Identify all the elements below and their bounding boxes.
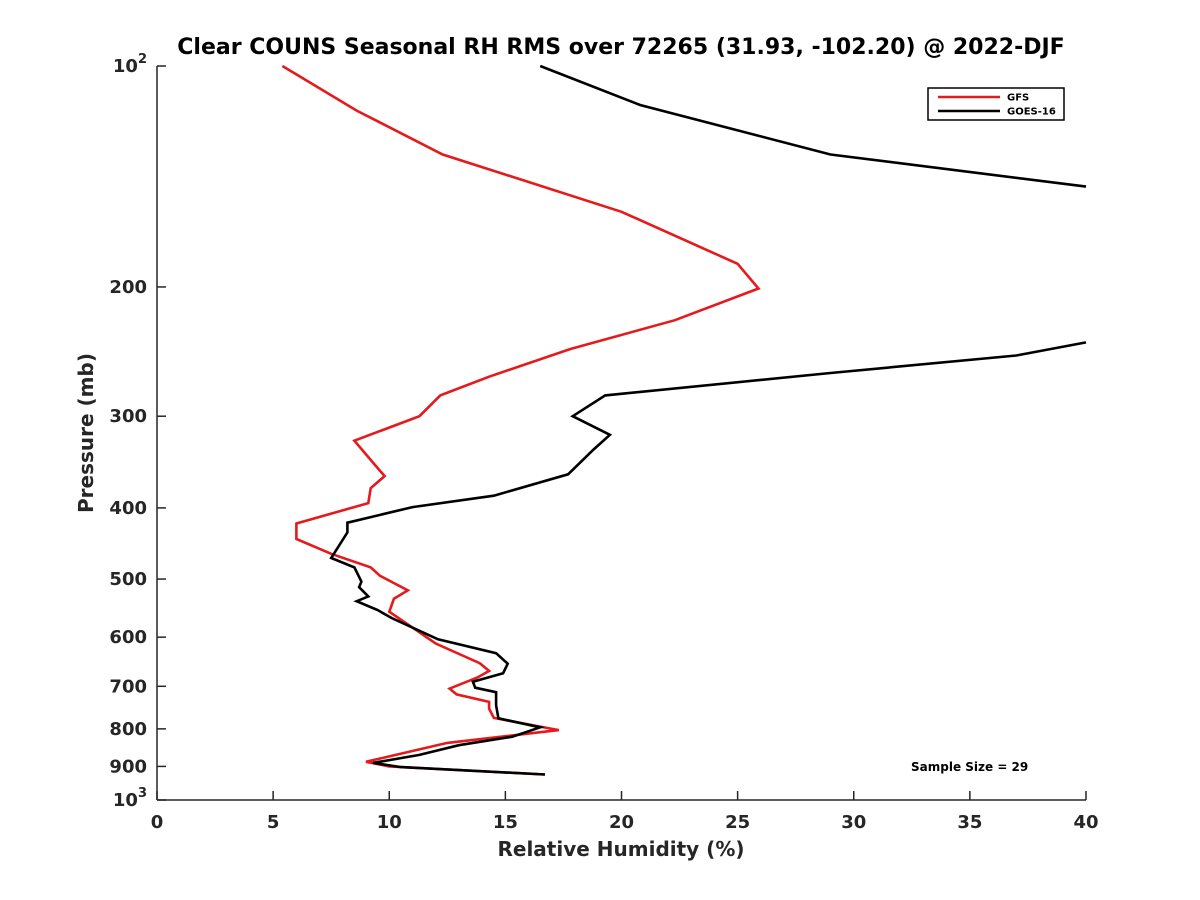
y-tick-label: 400 [109,498,147,519]
x-tick-label: 25 [725,812,750,833]
x-tick-label: 0 [151,812,164,833]
series-line-goes-16 [329,64,1087,776]
x-tick-label: 15 [493,812,518,833]
y-tick-label: 500 [109,569,147,590]
x-tick-label: 5 [267,812,280,833]
plot-series-group [281,64,1087,776]
y-tick-label: 300 [109,406,147,427]
series-line-gfs [281,64,761,776]
x-tick-label: 20 [609,812,634,833]
x-ticks-group: 0 5 10 15 20 25 30 35 40 [151,791,1099,833]
x-tick-label: 10 [377,812,402,833]
y-tick-label: 102 [113,52,147,77]
legend: GFS GOES-16 [927,87,1065,121]
chart-title: Clear COUNS Seasonal RH RMS over 72265 (… [177,35,1064,60]
y-tick-label: 103 [113,786,147,811]
x-tick-label: 30 [841,812,866,833]
legend-box [927,87,1065,121]
y-tick-label: 200 [109,277,147,298]
y-tick-label: 600 [109,627,147,648]
legend-label-gfs: GFS [1007,93,1029,104]
y-ticks-group: 102 200 300 400 500 600 700 800 900 103 [109,52,166,811]
y-tick-label: 800 [109,719,147,740]
legend-label-goes-16: GOES-16 [1007,107,1056,118]
sample-size-annotation: Sample Size = 29 [911,760,1028,774]
y-tick-label: 900 [109,756,147,777]
x-axis-label: Relative Humidity (%) [497,837,744,861]
y-axis-label: Pressure (mb) [74,353,98,513]
x-tick-label: 35 [957,812,982,833]
y-tick-label: 700 [109,676,147,697]
x-tick-label: 40 [1073,812,1098,833]
